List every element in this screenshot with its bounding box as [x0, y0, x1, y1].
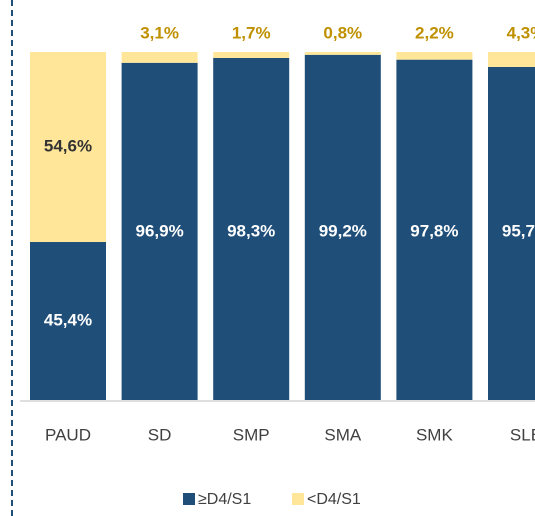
- data-label: 4,3%: [507, 23, 535, 42]
- data-label: 96,9%: [135, 221, 183, 240]
- bar-segment: [304, 54, 381, 401]
- data-label: 99,2%: [319, 221, 367, 240]
- bar-segment: [30, 242, 106, 400]
- bar-segment: [488, 66, 535, 401]
- bar-segment: [396, 59, 473, 400]
- data-label: 97,8%: [410, 221, 458, 240]
- data-label: 98,3%: [227, 221, 275, 240]
- legend-swatch: [183, 493, 195, 505]
- data-label: 54,6%: [44, 136, 92, 155]
- x-tick-label: SLB: [510, 425, 535, 444]
- bar-segment: [30, 52, 106, 243]
- bar-segment: [213, 57, 290, 400]
- data-label: 0,8%: [323, 23, 362, 42]
- bar-segment: [213, 52, 290, 58]
- data-label: 45,4%: [44, 310, 92, 329]
- x-tick-label: SMK: [416, 425, 454, 444]
- bar-segment: [396, 52, 473, 60]
- legend-label: <D4/S1: [307, 491, 361, 508]
- data-label: 95,7%: [502, 221, 535, 240]
- data-label: 1,7%: [232, 23, 271, 42]
- data-label: 2,2%: [415, 23, 454, 42]
- bar-segment: [304, 52, 381, 55]
- legend-label: ≥D4/S1: [198, 491, 251, 508]
- x-tick-label: SMA: [324, 425, 362, 444]
- x-tick-label: SMP: [233, 425, 270, 444]
- legend-swatch: [292, 493, 304, 505]
- bar-segment: [488, 52, 535, 67]
- x-tick-label: PAUD: [45, 425, 91, 444]
- bar-segment: [121, 52, 198, 63]
- x-tick-label: SD: [148, 425, 172, 444]
- bar-segment: [121, 62, 198, 401]
- data-label: 3,1%: [140, 23, 179, 42]
